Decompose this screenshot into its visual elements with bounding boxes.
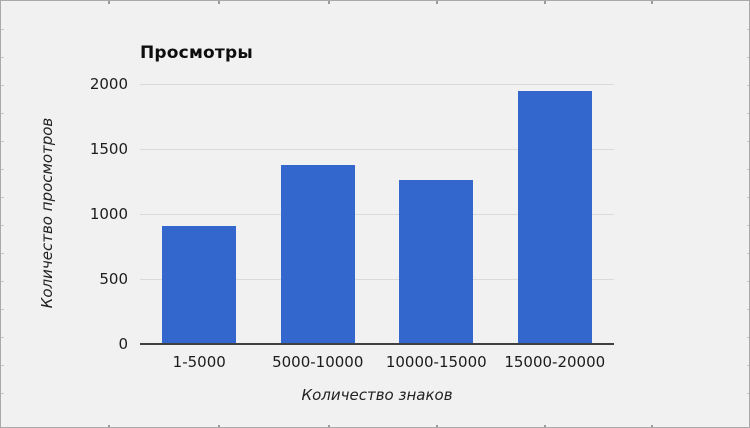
x-category-label-5000-10000: 5000-10000 — [272, 353, 364, 371]
sheet-row-gridline-tick — [747, 197, 749, 198]
sheet-row-gridline-tick — [747, 365, 749, 366]
sheet-row-gridline-tick — [1, 253, 4, 254]
y-tick-label-0: 0 — [118, 335, 128, 353]
sheet-row-gridline-tick — [747, 141, 749, 142]
sheet-row-gridline-tick — [1, 113, 4, 114]
sheet-row-gridline-tick — [747, 253, 749, 254]
sheet-row-gridline-tick — [747, 393, 749, 394]
sheet-column-gridline-tick — [218, 425, 220, 427]
sheet-row-gridline-tick — [1, 141, 4, 142]
sheet-column-gridline-tick — [218, 1, 220, 4]
y-tick-label-2000: 2000 — [89, 75, 128, 93]
sheet-row-gridline-tick — [747, 225, 749, 226]
sheet-row-gridline-tick — [1, 197, 4, 198]
y-tick-label-1000: 1000 — [89, 205, 128, 223]
sheet-column-gridline-tick — [108, 1, 110, 4]
sheet-column-gridline-tick — [544, 425, 546, 427]
x-axis-title: Количество знаков — [301, 386, 453, 404]
x-axis-line — [140, 343, 614, 345]
sheet-row-gridline-tick — [747, 281, 749, 282]
x-category-label-1-5000: 1-5000 — [172, 353, 226, 371]
x-category-label-10000-15000: 10000-15000 — [385, 353, 487, 371]
gridline-500 — [140, 278, 614, 280]
sheet-row-gridline-tick — [747, 85, 749, 86]
sheet-row-gridline-tick — [1, 225, 4, 226]
sheet-column-gridline-tick — [436, 425, 438, 427]
y-tick-label-500: 500 — [99, 270, 128, 288]
sheet-row-gridline-tick — [747, 169, 749, 170]
sheet-row-gridline-tick — [1, 281, 4, 282]
y-axis-title: Количество просмотров — [38, 117, 56, 309]
sheet-row-gridline-tick — [747, 57, 749, 58]
sheet-column-gridline-tick — [651, 1, 653, 4]
chart-title: Просмотры — [140, 43, 253, 63]
y-tick-label-1500: 1500 — [89, 140, 128, 158]
gridline-1500 — [140, 148, 614, 150]
bar-10000-15000[interactable] — [399, 180, 474, 344]
sheet-row-gridline-tick — [1, 365, 4, 366]
sheet-row-gridline-tick — [747, 113, 749, 114]
sheet-row-gridline-tick — [1, 309, 4, 310]
sheet-row-gridline-tick — [1, 393, 4, 394]
sheet-row-gridline-tick — [1, 57, 4, 58]
sheet-column-gridline-tick — [328, 1, 330, 4]
gridline-1000 — [140, 213, 614, 215]
sheet-row-gridline-tick — [1, 169, 4, 170]
x-category-label-15000-20000: 15000-20000 — [504, 353, 606, 371]
sheet-row-gridline-tick — [1, 337, 4, 338]
gridline-2000 — [140, 83, 614, 85]
sheet-column-gridline-tick — [544, 1, 546, 4]
sheet-row-gridline-tick — [747, 309, 749, 310]
sheet-column-gridline-tick — [651, 425, 653, 427]
bar-15000-20000[interactable] — [517, 90, 592, 344]
sheet-row-gridline-tick — [747, 29, 749, 30]
bar-1-5000[interactable] — [162, 225, 237, 344]
sheet-row-gridline-tick — [747, 337, 749, 338]
plot-area[interactable] — [140, 83, 614, 345]
sheet-column-gridline-tick — [108, 425, 110, 427]
bar-5000-10000[interactable] — [280, 164, 355, 344]
sheet-row-gridline-tick — [1, 29, 4, 30]
sheet-column-gridline-tick — [328, 425, 330, 427]
sheet-column-gridline-tick — [436, 1, 438, 4]
sheet-row-gridline-tick — [1, 85, 4, 86]
